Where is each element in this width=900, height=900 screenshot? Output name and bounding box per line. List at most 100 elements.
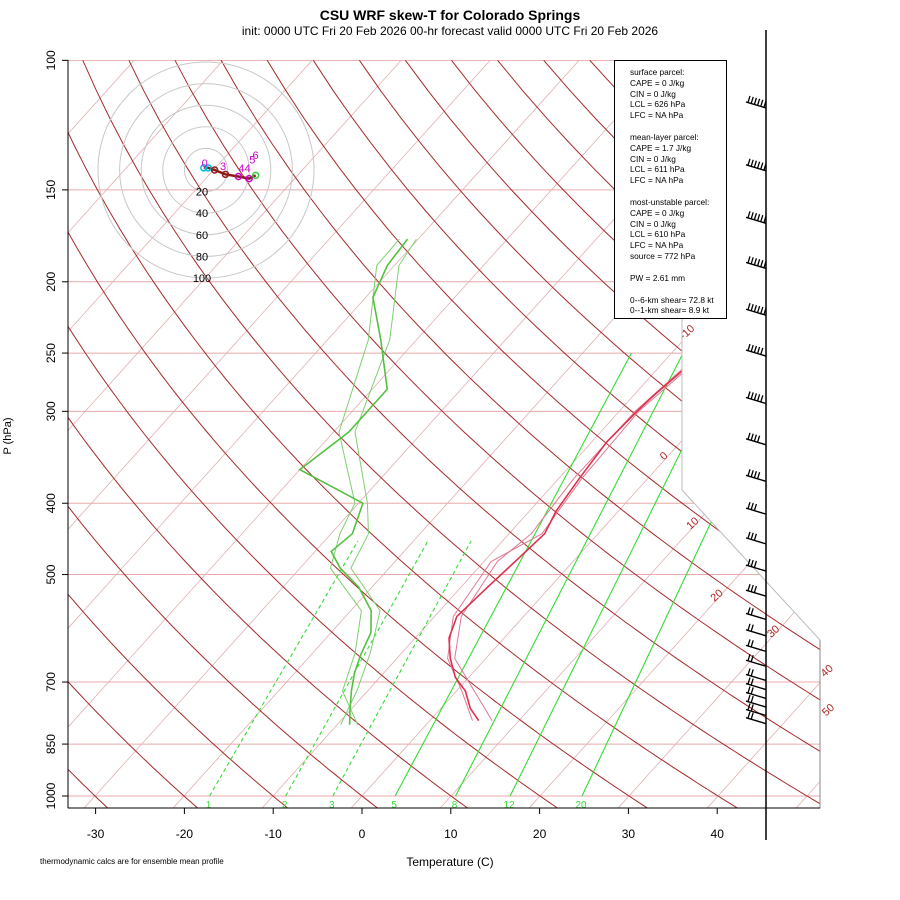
wind-barb [745, 158, 767, 172]
wind-barb-flag [747, 303, 751, 310]
wind-barb [745, 391, 767, 405]
dry-adiabat [68, 60, 563, 808]
isotherm-line [258, 60, 820, 808]
y-tick-label: 300 [44, 401, 58, 421]
wind-barb-shaft [745, 612, 767, 621]
wind-barb-flag [747, 343, 751, 351]
wind-barb-flag [750, 159, 754, 167]
hodograph-ring-label: 60 [196, 230, 208, 242]
mixing-ratio-line [332, 540, 472, 797]
y-tick-label: 250 [44, 343, 58, 363]
x-axis-label: Temperature (C) [406, 855, 494, 869]
y-tick-label: 850 [44, 734, 58, 754]
wind-barb-flag [750, 704, 754, 712]
mixing-ratio-line [209, 540, 359, 797]
wind-barb [745, 432, 767, 446]
hodograph-height-label: 3 [220, 161, 226, 173]
isotherm-label: 0 [658, 450, 671, 463]
wind-barb-flag [753, 258, 758, 265]
wind-barb-flag [760, 99, 764, 107]
wind-barb [745, 583, 767, 597]
wind-barb-shaft [745, 507, 767, 515]
wind-barb-flag [750, 96, 754, 104]
wind-barb [745, 703, 767, 717]
wind-barb-shaft [745, 629, 767, 637]
wind-barb-flag [750, 303, 754, 311]
wind-barb [745, 256, 767, 270]
wind-barb [745, 303, 767, 316]
x-tick-label: 30 [622, 827, 636, 841]
wind-barb-flag [750, 559, 754, 567]
x-tick-label: 10 [444, 827, 458, 841]
dry-adiabat [312, 60, 820, 808]
hodograph-point [210, 166, 219, 174]
hodograph-point [221, 170, 230, 179]
wind-barb-flag [753, 160, 758, 168]
hodograph-height-label: 6 [252, 150, 258, 162]
shear-0-1km: 0--1-km shear= 8.9 kt [630, 305, 710, 316]
wind-barb-flag [747, 432, 751, 440]
wind-barb-flag [760, 395, 764, 402]
mixing-ratio-label: 8 [452, 800, 458, 811]
wind-barb-flag [753, 434, 758, 442]
isotherm-line [68, 60, 239, 808]
wind-barb-shaft [745, 717, 767, 725]
hodograph-ring [183, 147, 229, 193]
hodograph-ring [119, 83, 293, 257]
wind-barb-shaft [745, 474, 767, 483]
wind-barb-flag [750, 502, 754, 510]
most-unstable-source: source = 772 hPa [630, 250, 696, 261]
chart-subtitle: init: 0000 UTC Fri 20 Feb 2026 00-hr for… [241, 24, 659, 38]
wind-barb-flag [747, 469, 751, 477]
x-tick-label: -30 [87, 827, 105, 841]
wind-barb-flag [747, 677, 751, 685]
most-unstable-heading: most-unstable parcel: [630, 196, 710, 207]
most-unstable-cin: CIN = 0 J/kg [630, 218, 676, 229]
dry-adiabat [773, 60, 820, 808]
wind-barb-flag [750, 678, 754, 686]
most-unstable-lfc: LFC = NA hPa [630, 240, 684, 251]
wind-barb-flag [750, 712, 754, 720]
temperature-member-line [454, 104, 820, 721]
hodograph-ring-label: 100 [193, 273, 211, 285]
wind-barb-flag [753, 471, 758, 478]
y-tick-label: 150 [44, 180, 58, 200]
precipitable-water: PW = 2.61 mm [630, 272, 686, 283]
wind-barb-shaft [745, 673, 767, 682]
isotherm-line [68, 60, 506, 808]
surface-lfc: LFC = NA hPa [630, 110, 684, 121]
wind-barb-flag [750, 669, 754, 677]
wind-barb-shaft [745, 708, 767, 717]
wind-barb-flag [763, 260, 767, 268]
dry-adiabat [68, 60, 112, 808]
wind-barb-flag [750, 624, 754, 632]
wind-barb [745, 558, 767, 572]
wind-barb-flag [753, 213, 758, 220]
wind-barb-flag [756, 346, 761, 354]
wind-barb-flag [747, 391, 751, 399]
mixing-ratio-label: 20 [575, 800, 587, 811]
most-unstable-cape: CAPE = 0 J/kg [630, 207, 685, 218]
isotherm-line [525, 60, 820, 808]
hodograph-point [204, 164, 212, 172]
wind-barb-flag [763, 307, 767, 315]
wind-barb-shaft [745, 438, 767, 446]
wind-barb-flag [747, 211, 751, 219]
wind-barb [745, 501, 767, 515]
wind-barb-flag [747, 711, 751, 719]
wind-barb-shaft [745, 216, 767, 224]
wind-barb-shaft [745, 349, 767, 357]
wind-barb-flag [756, 259, 761, 266]
wind-barb [745, 677, 767, 691]
dry-adiabat [68, 60, 202, 808]
chart-title: CSU WRF skew-T for Colorado Springs [319, 7, 581, 23]
wind-barb-flag [747, 694, 751, 702]
isotherm-label: 20 [709, 587, 726, 604]
hodograph-ring-label: 40 [196, 208, 208, 220]
wind-barb-flag [753, 97, 758, 105]
mixing-ratio-line [455, 352, 684, 797]
mixing-ratio-label: 12 [504, 800, 516, 811]
wind-barb-flag [760, 347, 764, 355]
mixing-ratio-label: 2 [282, 800, 288, 811]
y-tick-label: 400 [44, 493, 58, 513]
